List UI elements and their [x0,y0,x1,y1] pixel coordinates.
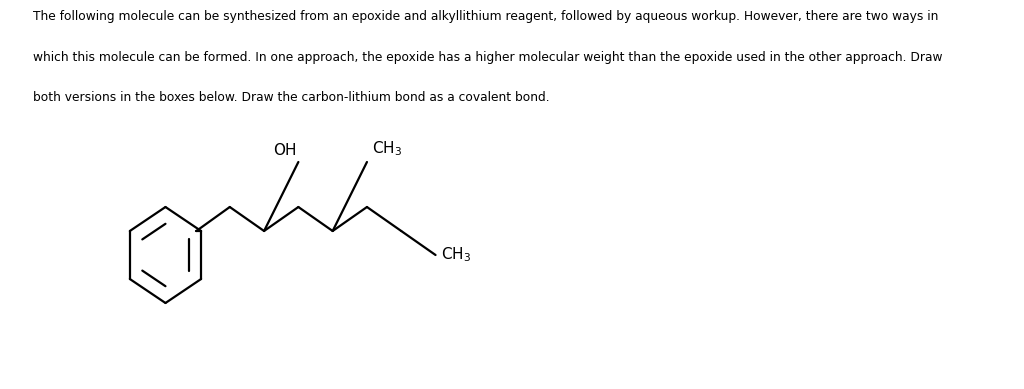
Text: CH$_3$: CH$_3$ [372,139,402,158]
Text: CH$_3$: CH$_3$ [440,245,471,265]
Text: both versions in the boxes below. Draw the carbon-lithium bond as a covalent bon: both versions in the boxes below. Draw t… [34,91,550,104]
Text: The following molecule can be synthesized from an epoxide and alkyllithium reage: The following molecule can be synthesize… [34,10,939,23]
Text: which this molecule can be formed. In one approach, the epoxide has a higher mol: which this molecule can be formed. In on… [34,51,943,63]
Text: OH: OH [273,143,297,158]
